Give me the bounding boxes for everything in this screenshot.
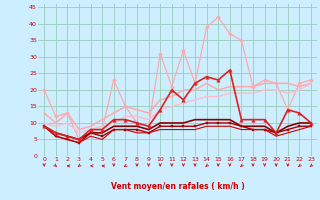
X-axis label: Vent moyen/en rafales ( km/h ): Vent moyen/en rafales ( km/h ) (111, 182, 244, 191)
